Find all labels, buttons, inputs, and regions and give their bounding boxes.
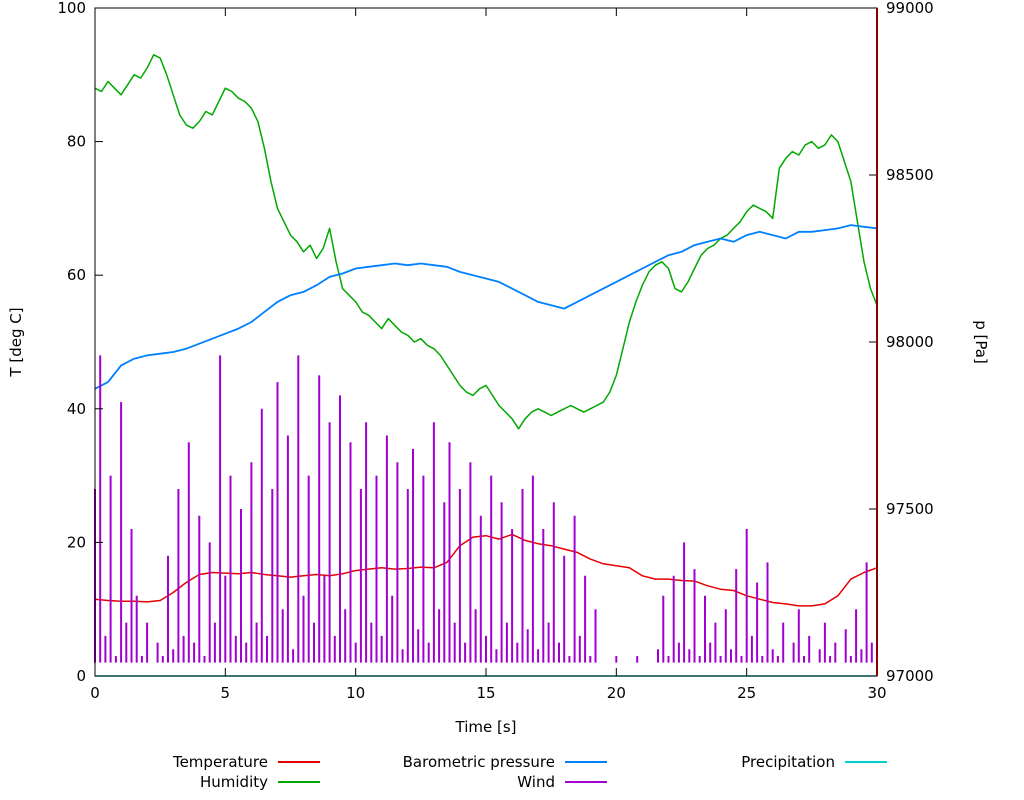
- series-barometric-pressure: [94, 224, 878, 390]
- axis-tick-labels: 0 5 10 15 20 25 30 0 20 40 60 80 100 97000 97500 98000 9…: [57, 0, 933, 702]
- y-left-tick-label: 20: [67, 533, 86, 551]
- y-left-tick-label: 80: [67, 133, 86, 151]
- series-group: [94, 54, 878, 677]
- x-tick-label: 5: [221, 684, 231, 702]
- x-tick-label: 20: [607, 684, 626, 702]
- y-axis-label-right: p [Pa]: [972, 320, 990, 364]
- y-right-tick-label: 98500: [886, 166, 934, 184]
- series-humidity: [94, 54, 878, 430]
- series-temperature: [94, 533, 878, 607]
- y-right-tick-label: 99000: [886, 0, 934, 17]
- x-tick-label: 10: [346, 684, 365, 702]
- x-tick-label: 15: [476, 684, 495, 702]
- plot-border: [94, 7, 878, 677]
- y-left-tick-label: 100: [57, 0, 86, 17]
- y-left-tick-label: 0: [76, 667, 86, 685]
- axis-ticks: [94, 7, 878, 677]
- y-right-tick-label: 97000: [886, 667, 934, 685]
- y-right-tick-label: 97500: [886, 500, 934, 518]
- series-wind: [94, 355, 878, 663]
- x-tick-label: 25: [737, 684, 756, 702]
- x-tick-label: 0: [90, 684, 100, 702]
- y-left-tick-label: 60: [67, 266, 86, 284]
- y-axis-label-left: T [deg C]: [7, 307, 25, 377]
- y-right-tick-label: 98000: [886, 333, 934, 351]
- x-axis-label: Time [s]: [455, 718, 517, 736]
- y-left-tick-label: 40: [67, 400, 86, 418]
- x-tick-label: 30: [867, 684, 886, 702]
